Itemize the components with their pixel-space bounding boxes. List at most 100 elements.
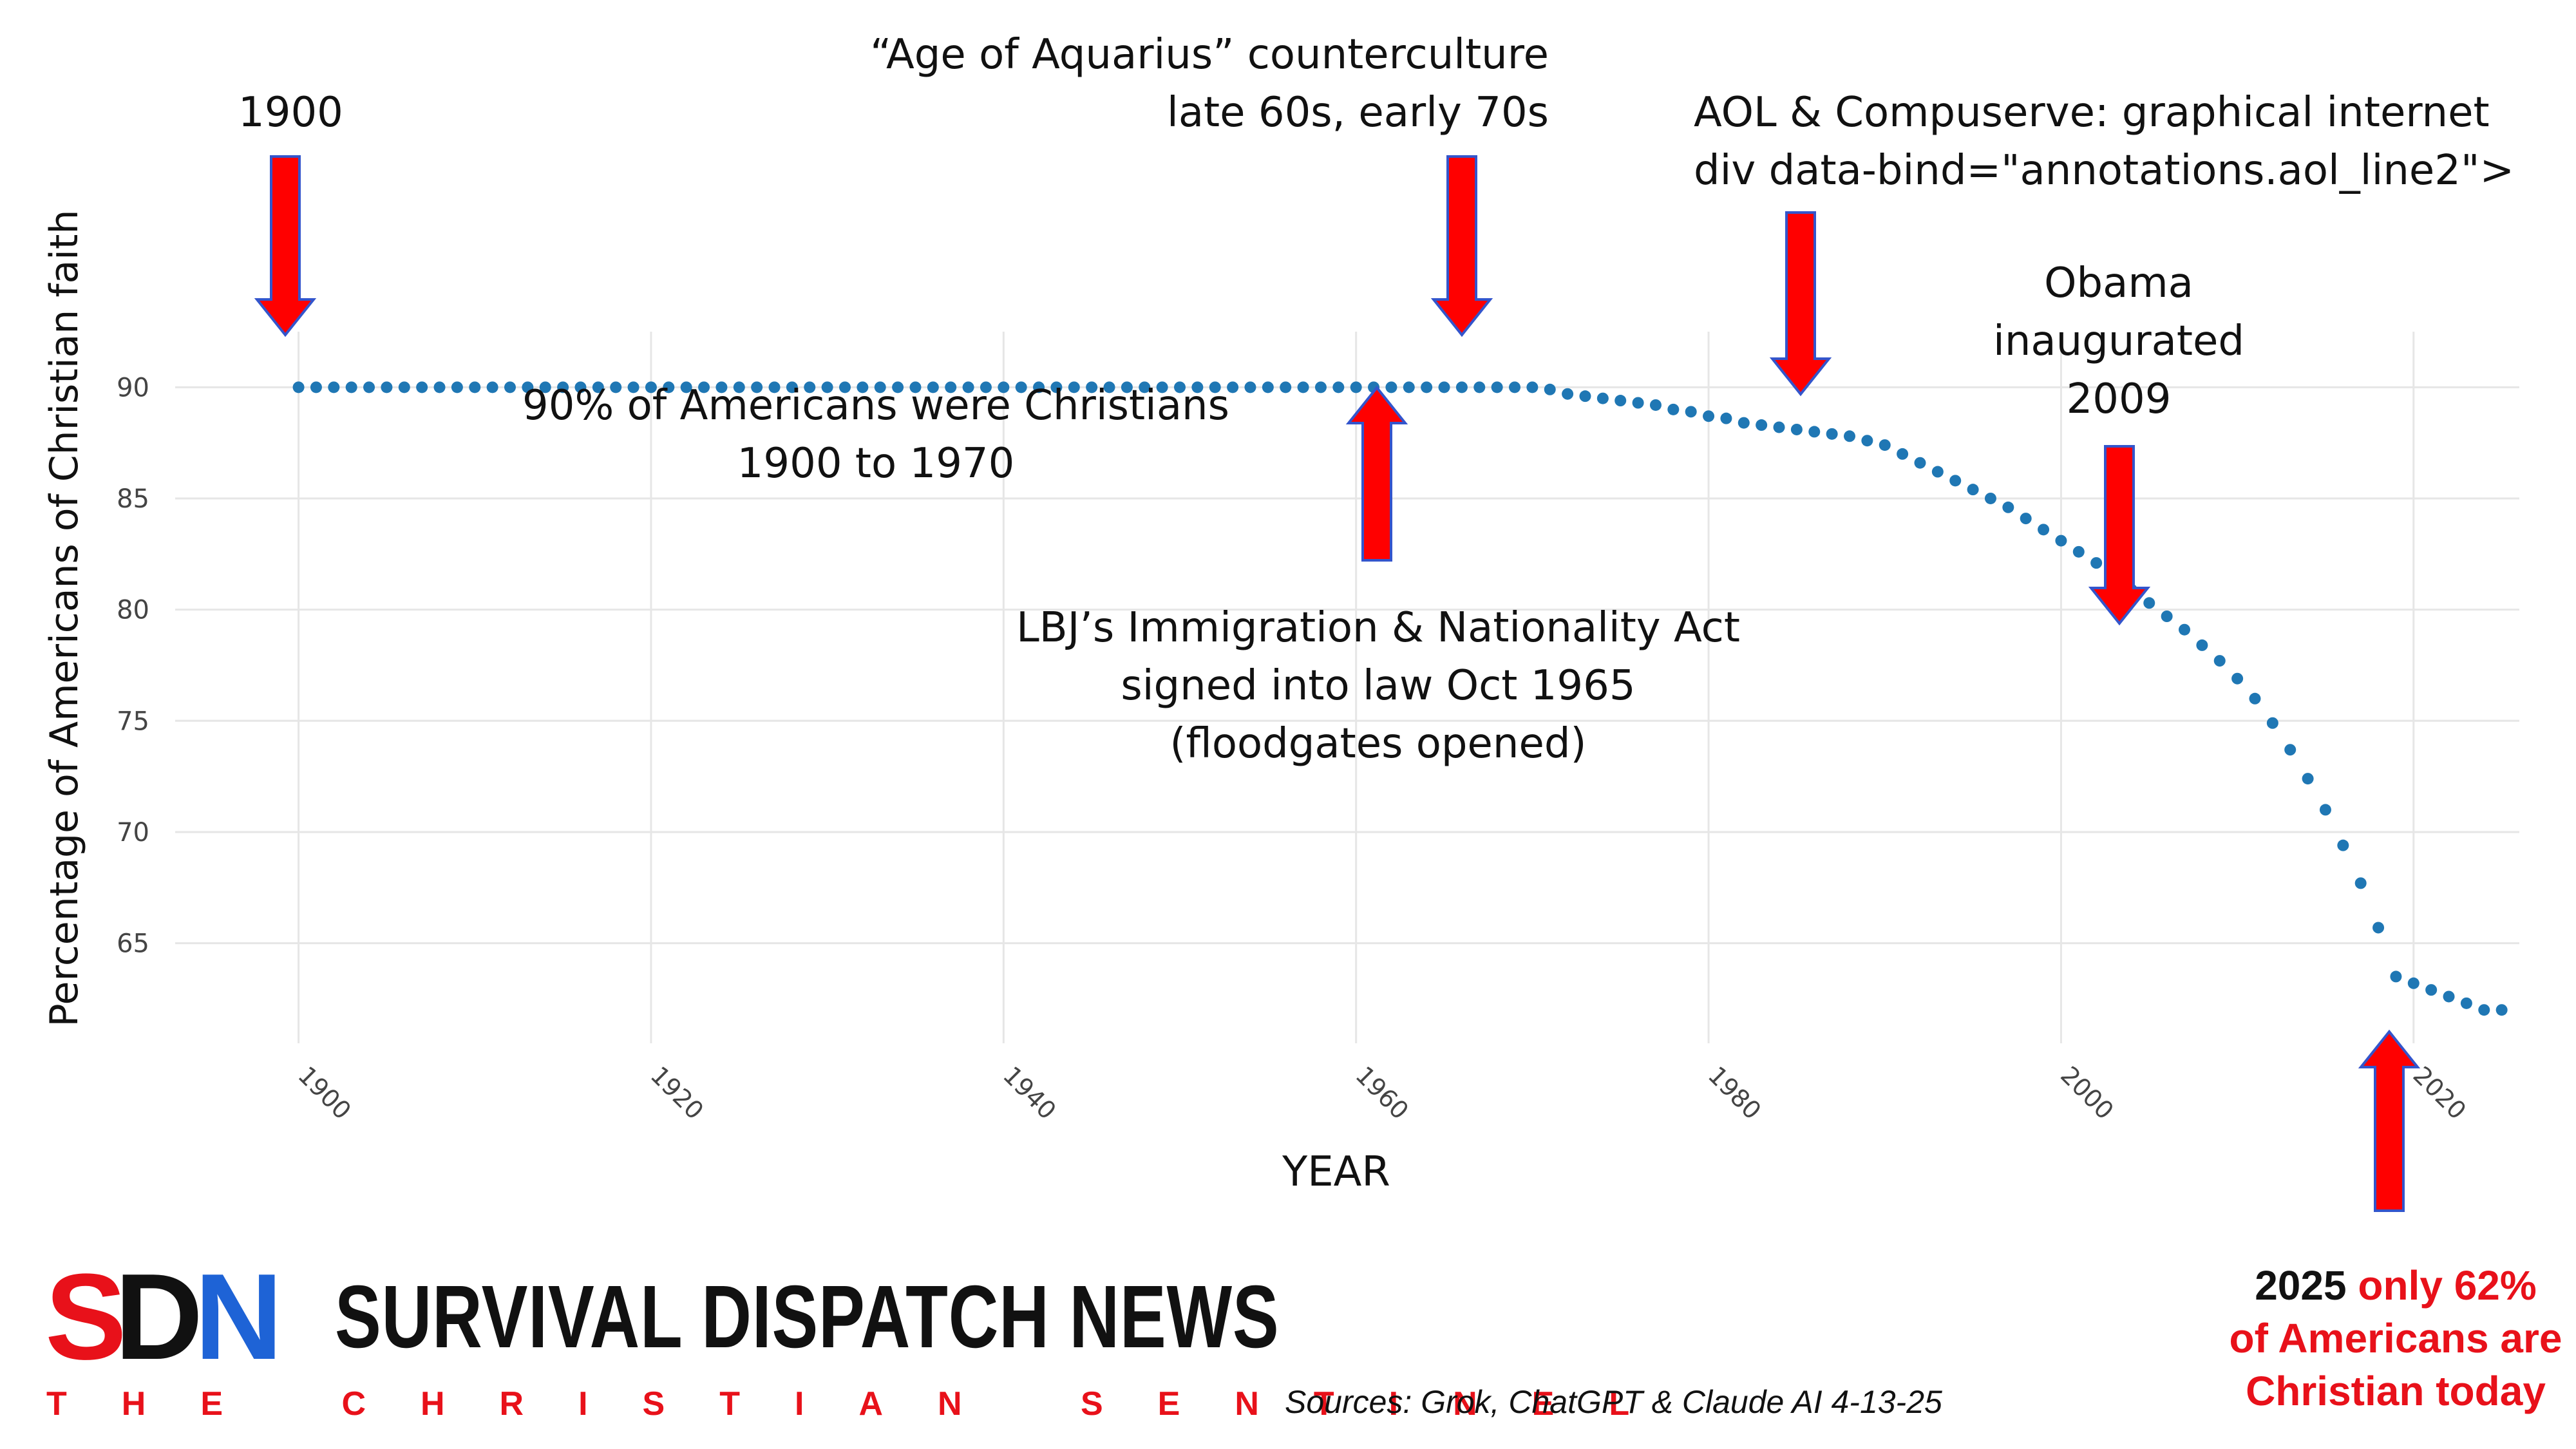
data-point bbox=[398, 381, 410, 393]
data-point bbox=[1720, 412, 1732, 424]
data-point bbox=[1931, 466, 1944, 478]
data-point bbox=[2460, 997, 2472, 1009]
y-tick-label: 85 bbox=[117, 484, 149, 514]
data-point bbox=[2496, 1004, 2508, 1016]
data-point bbox=[627, 381, 639, 393]
data-point bbox=[381, 381, 393, 393]
data-point bbox=[2231, 672, 2244, 685]
data-point bbox=[1156, 381, 1168, 393]
data-point bbox=[1526, 381, 1539, 393]
annotation-1900: 1900 bbox=[238, 89, 343, 137]
arrow-lbj-icon bbox=[1345, 385, 1408, 562]
annotation-aol: AOL & Compuserve: graphical internet div… bbox=[1694, 89, 2515, 194]
callout-percent: only 62% bbox=[2358, 1262, 2537, 1309]
data-point bbox=[945, 381, 957, 393]
data-point bbox=[1121, 381, 1133, 393]
annotation-obama: Obama inaugurated 2009 bbox=[1993, 260, 2244, 423]
arrow-aquarius-icon bbox=[1430, 155, 1493, 337]
arrow-aol-icon bbox=[1769, 211, 1832, 397]
data-point bbox=[1579, 390, 1591, 402]
data-point bbox=[1914, 457, 1926, 469]
data-point bbox=[839, 381, 851, 393]
arrows bbox=[254, 155, 2421, 1212]
data-point bbox=[592, 381, 604, 393]
data-point bbox=[804, 381, 816, 393]
data-point bbox=[610, 381, 622, 393]
x-tick-label: 1900 bbox=[292, 1061, 357, 1125]
data-point bbox=[1262, 381, 1274, 393]
data-point bbox=[433, 381, 446, 393]
logo-letter-s: S bbox=[45, 1249, 127, 1385]
annotation-90-percent: 90% of Americans were Christians 1900 to… bbox=[522, 382, 1229, 488]
data-point bbox=[1738, 417, 1750, 429]
data-point bbox=[909, 381, 922, 393]
data-point bbox=[1227, 381, 1239, 393]
arrow-obama-icon bbox=[2088, 445, 2151, 626]
y-tick-label: 90 bbox=[117, 373, 149, 402]
data-point bbox=[1615, 395, 1627, 407]
data-point bbox=[1790, 423, 1803, 435]
callout-line3: Christian today bbox=[2246, 1368, 2546, 1414]
data-point bbox=[2266, 717, 2278, 729]
data-point bbox=[874, 381, 886, 393]
x-tick-label: 2000 bbox=[2055, 1061, 2119, 1125]
data-point bbox=[680, 381, 692, 393]
data-point bbox=[310, 381, 322, 393]
data-point bbox=[1209, 381, 1221, 393]
data-point bbox=[1191, 381, 1204, 393]
data-point bbox=[1596, 392, 1609, 404]
data-point bbox=[768, 381, 781, 393]
y-axis-label: Percentage of Americans of Christian fai… bbox=[42, 209, 87, 1027]
data-point bbox=[1050, 381, 1063, 393]
data-point bbox=[1280, 381, 1292, 393]
data-point bbox=[1033, 381, 1045, 393]
data-point bbox=[1897, 448, 1909, 460]
sources-note: Sources: Grok, ChatGPT & Claude AI 4-13-… bbox=[1285, 1384, 1942, 1420]
data-point bbox=[2090, 557, 2103, 569]
data-point bbox=[786, 381, 798, 393]
data-point bbox=[522, 381, 534, 393]
data-point bbox=[1685, 406, 1697, 418]
data-series bbox=[292, 381, 2508, 1016]
data-point bbox=[2407, 977, 2420, 989]
data-point bbox=[1139, 381, 1151, 393]
data-point bbox=[1332, 381, 1345, 393]
data-point bbox=[2443, 990, 2455, 1003]
data-point bbox=[574, 381, 587, 393]
x-axis-label: YEAR bbox=[1282, 1148, 1390, 1196]
data-point bbox=[1314, 381, 1327, 393]
data-point bbox=[892, 381, 904, 393]
data-point bbox=[2161, 611, 2173, 622]
data-point bbox=[1174, 381, 1186, 393]
data-point bbox=[998, 381, 1010, 393]
data-point bbox=[1649, 399, 1662, 411]
data-point bbox=[2284, 744, 2297, 756]
data-point bbox=[1544, 383, 1556, 395]
data-point bbox=[1949, 475, 1962, 487]
data-point bbox=[1244, 381, 1256, 393]
data-point bbox=[2179, 623, 2190, 636]
data-point bbox=[1086, 381, 1098, 393]
data-point bbox=[1455, 381, 1468, 393]
data-point bbox=[1632, 397, 1644, 409]
data-point bbox=[715, 381, 728, 393]
data-point bbox=[2372, 922, 2385, 934]
data-point bbox=[927, 381, 939, 393]
data-point bbox=[2319, 804, 2331, 816]
y-axis: 65 70 75 80 85 90 bbox=[117, 373, 149, 958]
data-point bbox=[557, 381, 569, 393]
data-point bbox=[1015, 381, 1027, 393]
logo-letter-d: D bbox=[115, 1249, 203, 1385]
data-point bbox=[451, 381, 463, 393]
data-point bbox=[1879, 439, 1891, 451]
data-point bbox=[980, 381, 992, 393]
x-tick-label: 1960 bbox=[1350, 1061, 1414, 1125]
arrow-1900-icon bbox=[254, 155, 317, 337]
data-point bbox=[1808, 426, 1821, 438]
data-point bbox=[821, 381, 833, 393]
data-point bbox=[1385, 381, 1397, 393]
y-tick-label: 75 bbox=[117, 706, 149, 736]
brand-title: SURVIVAL DISPATCH NEWS bbox=[335, 1267, 1280, 1367]
data-point bbox=[2143, 597, 2155, 609]
